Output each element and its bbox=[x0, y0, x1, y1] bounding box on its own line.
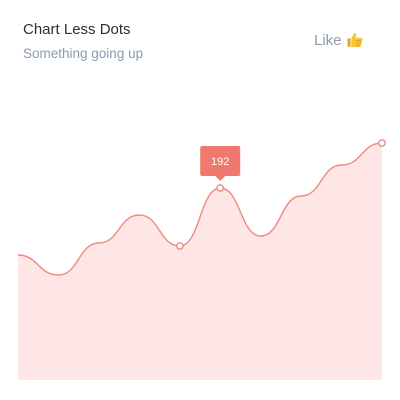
data-point-marker[interactable] bbox=[378, 139, 386, 147]
tooltip-box bbox=[200, 146, 241, 181]
thumbs-up-icon bbox=[347, 32, 363, 48]
like-button[interactable]: Like bbox=[314, 31, 364, 49]
value-tooltip: 192 bbox=[200, 146, 241, 181]
chart-subtitle: Something going up bbox=[23, 46, 144, 61]
point-markers bbox=[175, 139, 386, 250]
chart-title: Chart Less Dots bbox=[23, 21, 131, 38]
tooltip-label: 192 bbox=[211, 156, 229, 168]
data-point-marker[interactable] bbox=[216, 184, 225, 192]
area-line bbox=[17, 142, 383, 276]
like-label: Like bbox=[314, 31, 342, 49]
area-fill bbox=[18, 143, 382, 380]
data-point-marker[interactable] bbox=[175, 242, 184, 250]
